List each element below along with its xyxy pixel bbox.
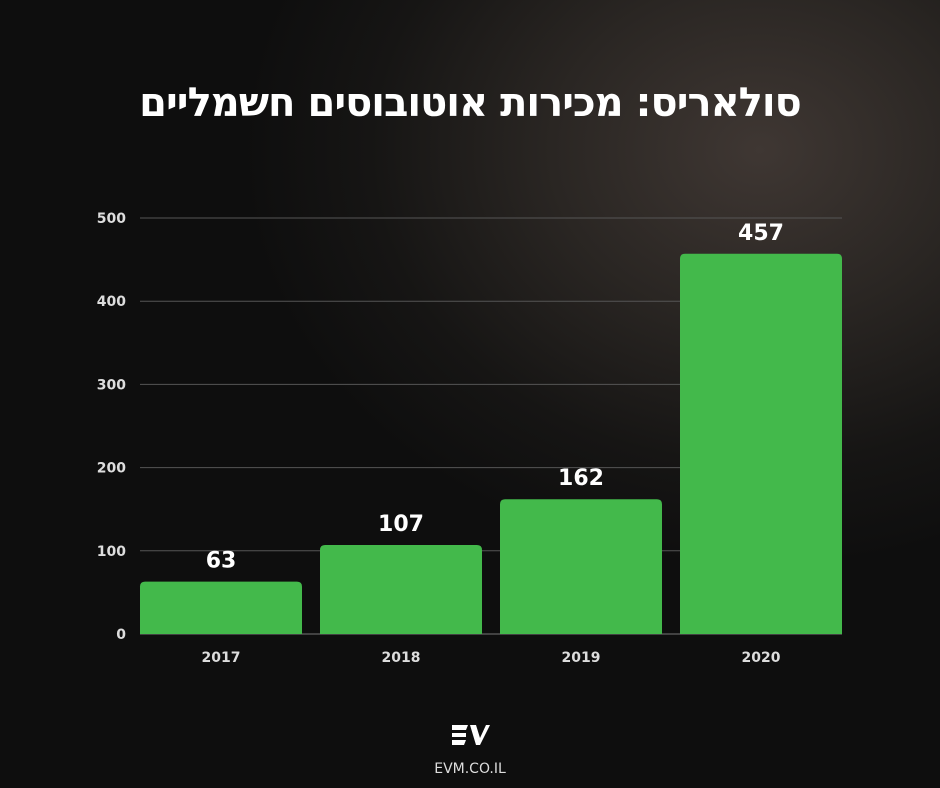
bar xyxy=(500,499,662,634)
data-label: 457 xyxy=(738,221,784,246)
data-label: 63 xyxy=(206,549,237,574)
y-tick-label: 300 xyxy=(97,377,126,393)
y-tick-label: 200 xyxy=(97,461,126,477)
x-tick-label: 2018 xyxy=(382,650,421,666)
y-tick-label: 400 xyxy=(97,294,126,310)
site-url: EVM.CO.IL xyxy=(434,761,506,777)
x-tick-label: 2019 xyxy=(562,650,601,666)
y-tick-label: 500 xyxy=(97,211,126,227)
y-tick-label: 0 xyxy=(116,627,126,643)
data-label: 107 xyxy=(378,512,424,537)
bar xyxy=(680,253,842,634)
y-tick-label: 100 xyxy=(97,544,126,560)
evm-logo xyxy=(0,722,940,752)
x-tick-label: 2020 xyxy=(742,650,781,666)
x-tick-label: 2017 xyxy=(202,650,241,666)
bar xyxy=(320,544,482,634)
chart-title: סולאריס: מכירות אוטובוסים חשמליים xyxy=(139,80,802,126)
data-label: 162 xyxy=(558,466,604,491)
bar xyxy=(140,581,302,634)
